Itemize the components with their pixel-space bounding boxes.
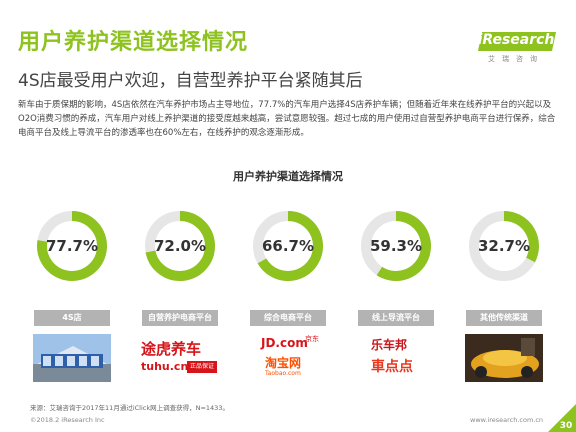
taobao-text: 淘宝网 (265, 356, 302, 370)
taobao-en-text: Taobao.com (265, 370, 301, 377)
donut-value-arc (503, 211, 539, 263)
chediandian-text: 車点点 (371, 359, 413, 375)
other-channel-photo (465, 334, 543, 382)
donut-value-label: 59.3% (370, 237, 422, 255)
website-url: www.iresearch.com.cn (470, 416, 544, 424)
donut-3: 66.7% (253, 211, 323, 281)
tuhu-sub-text: tuhu.cn (141, 360, 189, 373)
tuhu-badge: 正品保证 (187, 361, 217, 373)
jd-cn-text: 京东 (305, 335, 319, 343)
4s-store-photo (33, 334, 111, 382)
jd-taobao-logo: JD.com 京东 淘宝网 Taobao.com (249, 334, 327, 382)
category-label: 综合电商平台 (250, 310, 326, 326)
donut-value-arc (257, 211, 323, 281)
source-note: 来源：艾瑞咨询于2017年11月通过iClick网上调查获得，N=1433。 (30, 404, 229, 412)
donut-value-label: 66.7% (262, 237, 314, 255)
donut-value-label: 72.0% (154, 237, 206, 255)
lechebang-text: 乐车邦 (371, 338, 408, 352)
donut-1: 77.7% (37, 211, 107, 281)
page-title: 用户养护渠道选择情况 (18, 30, 249, 55)
donut-5: 32.7% (469, 211, 539, 281)
donut-value-label: 77.7% (46, 237, 98, 255)
donut-value-arc (145, 211, 215, 281)
logo-text: iResearch (477, 32, 555, 48)
category-label: 自营养护电商平台 (142, 310, 218, 326)
page-number-badge: 30 (548, 404, 576, 432)
description-paragraph: 新车由于质保期的影响，4S店依然在汽车养护市场占主导地位，77.7%的汽车用户选… (18, 100, 556, 138)
iresearch-logo: iResearch 艾瑞咨询 (470, 18, 562, 68)
chart-title: 用户养护渠道选择情况 (233, 170, 343, 183)
logo-cn-text: 艾瑞咨询 (488, 55, 544, 63)
donut-2: 72.0% (145, 211, 215, 281)
donut-value-label: 32.7% (478, 237, 530, 255)
copyright: ©2018.2 iResearch Inc (30, 416, 105, 424)
donut-value-arc (37, 211, 107, 281)
donut-value-arc (376, 211, 431, 281)
category-label: 4S店 (34, 310, 110, 326)
tuhu-main-text: 途虎养车 (141, 340, 202, 358)
category-label: 线上导流平台 (358, 310, 434, 326)
page-subtitle: 4S店最受用户欢迎，自营型养护平台紧随其后 (18, 71, 363, 91)
category-label: 其他传统渠道 (466, 310, 542, 326)
jd-text: JD.com (261, 336, 308, 350)
page-number: 30 (560, 421, 573, 431)
tuhu-logo: 途虎养车 tuhu.cn 正品保证 (141, 334, 219, 382)
lechebang-logo: 乐车邦 車点点 (357, 334, 435, 382)
donut-4: 59.3% (361, 211, 431, 281)
